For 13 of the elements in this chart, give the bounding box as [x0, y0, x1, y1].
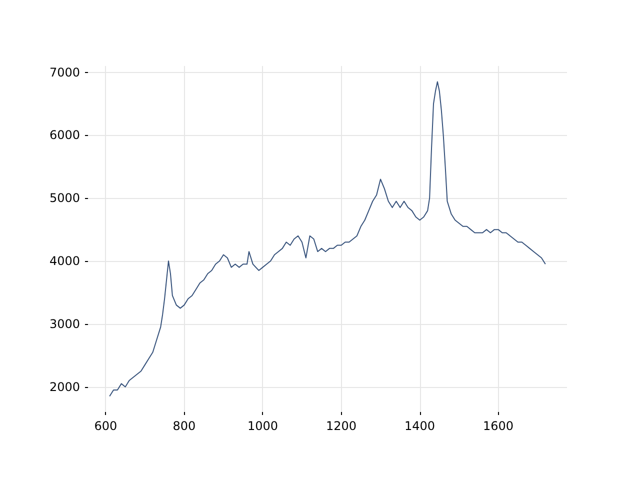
y-tick-label: 4000: [49, 254, 80, 268]
line-series: [109, 81, 546, 397]
y-tick-label: 2000: [49, 380, 80, 394]
x-tick-label: 800: [172, 419, 196, 433]
y-tick-label: 7000: [49, 65, 80, 80]
x-tick-label: 1400: [404, 419, 436, 433]
x-tick-label: 1200: [326, 419, 357, 433]
y-tick-label: 6000: [49, 128, 80, 142]
x-tick-label: 600: [94, 419, 118, 433]
y-tick-label: 5000: [49, 191, 80, 206]
x-tick-label: 1600: [483, 419, 514, 433]
y-tick-label: 3000: [49, 316, 80, 331]
x-tick-label: 1000: [247, 419, 278, 433]
